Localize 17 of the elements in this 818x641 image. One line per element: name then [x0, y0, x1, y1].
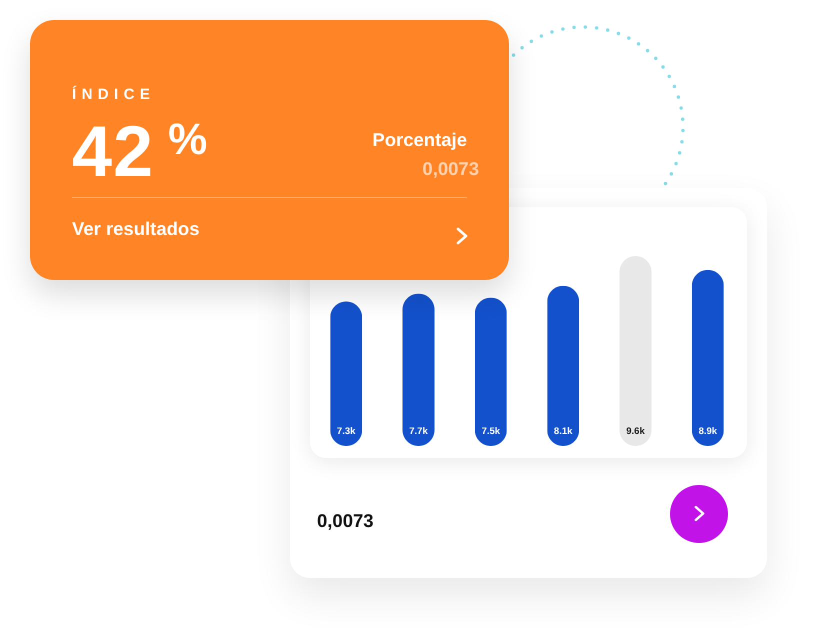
- text: 42 %: [72, 112, 208, 192]
- bar: [402, 294, 434, 446]
- data-label: 9.6k: [626, 426, 646, 437]
- text: Ver resultados: [72, 218, 200, 239]
- text: Porcentaje: [372, 129, 467, 150]
- bar: [692, 270, 724, 446]
- text: 0,0073: [422, 158, 479, 179]
- bar: [330, 302, 362, 446]
- text: 0,0073: [317, 510, 374, 531]
- data-label: 7.7k: [409, 426, 428, 437]
- bar: [547, 286, 580, 446]
- data-label: 7.3k: [336, 426, 356, 437]
- data-label: 8.9k: [698, 426, 718, 437]
- data-label: 7.5k: [482, 426, 501, 437]
- bar: [474, 298, 507, 446]
- data-label: 8.1k: [554, 426, 574, 437]
- text: ÍNDICE: [72, 86, 156, 103]
